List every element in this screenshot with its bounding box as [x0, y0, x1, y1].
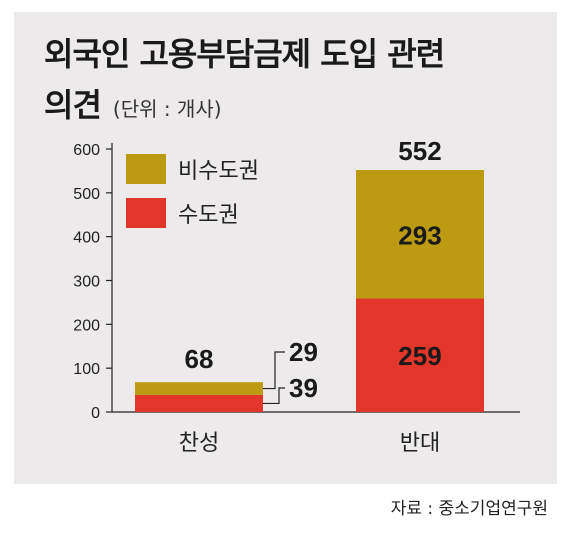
y-tick-label: 100: [73, 361, 100, 378]
bar-segment-비수도권: [356, 170, 484, 299]
segment-value-label: 293: [398, 220, 441, 250]
bar-segment-비수도권: [135, 382, 263, 395]
y-tick-label: 300: [73, 274, 100, 291]
bar-segment-수도권: [135, 394, 263, 412]
legend-swatch: [126, 198, 166, 228]
segment-value-label: 39: [289, 373, 318, 403]
chart-subtitle: 의견: [44, 86, 102, 124]
leader-line: [263, 351, 285, 390]
y-tick-label: 200: [73, 317, 100, 334]
x-category-label: 찬성: [179, 430, 219, 455]
total-label: 68: [185, 344, 214, 374]
subtitle-row: 의견 (단위 : 개사): [44, 80, 222, 124]
y-tick-label: 0: [91, 405, 100, 422]
legend-label: 수도권: [178, 202, 239, 227]
total-label: 552: [398, 136, 441, 166]
chart-title: 외국인 고용부담금제 도입 관련: [44, 35, 445, 73]
x-category-label: 반대: [400, 430, 440, 455]
y-tick-label: 400: [73, 230, 100, 247]
legend-label: 비수도권: [178, 158, 259, 183]
y-tick-label: 600: [73, 142, 100, 159]
legend-swatch: [126, 154, 166, 184]
segment-value-label: 259: [398, 341, 441, 371]
bar-segment-수도권: [356, 298, 484, 412]
y-tick-label: 500: [73, 186, 100, 203]
leader-line: [263, 387, 285, 405]
unit-label: (단위 : 개사): [112, 97, 222, 121]
source-note: 자료 : 중소기업연구원: [390, 499, 548, 519]
segment-value-label: 29: [289, 337, 318, 367]
